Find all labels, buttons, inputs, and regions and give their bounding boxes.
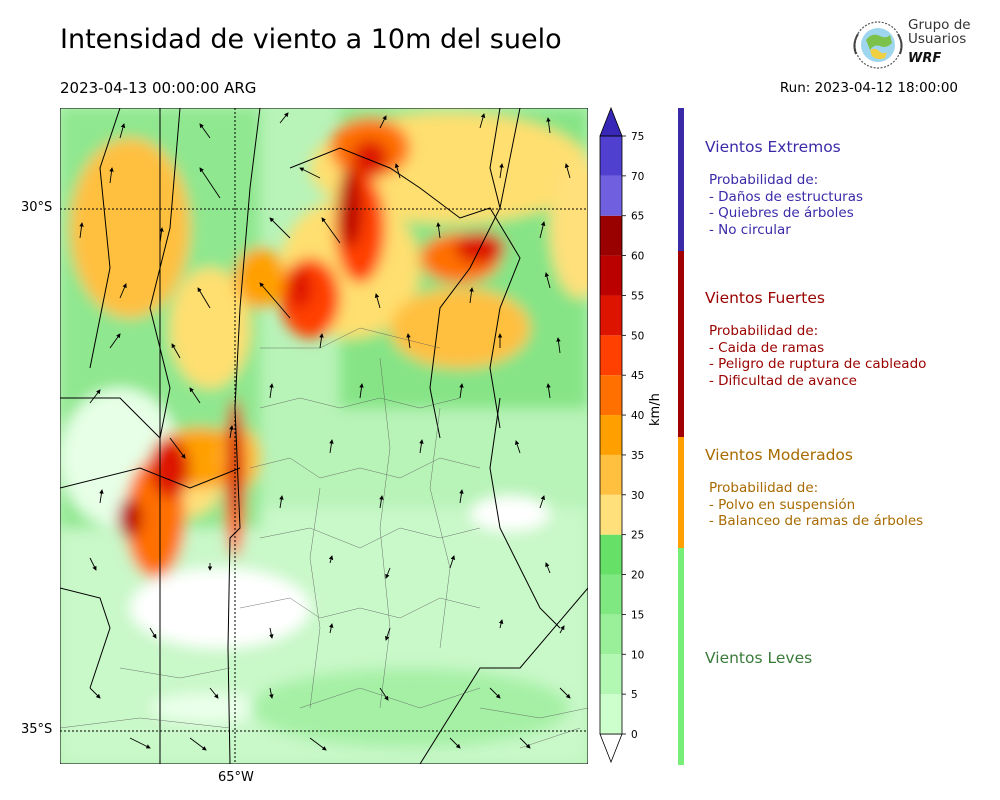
category-description: Probabilidad de: - Daños de estructuras … bbox=[709, 172, 864, 238]
colorbar-segment bbox=[600, 255, 622, 296]
page-title: Intensidad de viento a 10m del suelo bbox=[60, 24, 562, 55]
colorbar-tick-label: 15 bbox=[631, 609, 644, 621]
wrf-logo: Grupo de Usuarios WRF bbox=[848, 18, 973, 74]
category-title: Vientos Leves bbox=[705, 649, 813, 667]
colorbar-tick-label: 55 bbox=[631, 290, 644, 302]
colorbar-tick-label: 60 bbox=[631, 251, 644, 263]
category-title: Vientos Moderados bbox=[705, 446, 853, 464]
colorbar-segment bbox=[600, 694, 622, 734]
category-moderate: Vientos Moderados Probabilidad de: - Pol… bbox=[705, 446, 923, 530]
colorbar-extend-min bbox=[599, 733, 623, 764]
category-bar-strong bbox=[678, 251, 684, 437]
colorbar-segment bbox=[600, 534, 622, 575]
colorbar-extend-max bbox=[599, 106, 623, 137]
colorbar-segment bbox=[600, 175, 622, 216]
colorbar-tick-label: 30 bbox=[631, 490, 644, 502]
colorbar-tick-label: 20 bbox=[631, 570, 644, 582]
wind-map bbox=[60, 108, 588, 764]
lat-label-35s: 35°S bbox=[21, 722, 53, 737]
colorbar-segment bbox=[600, 454, 622, 495]
colorbar-segment bbox=[600, 415, 622, 455]
colorbar-segment bbox=[600, 375, 622, 416]
category-title: Vientos Extremos bbox=[705, 138, 841, 156]
lat-label-30s: 30°S bbox=[21, 200, 53, 215]
colorbar-segment bbox=[600, 295, 622, 336]
valid-time: 2023-04-13 00:00:00 ARG bbox=[60, 79, 257, 97]
colorbar-segment bbox=[600, 574, 622, 615]
logo-line-2: Usuarios bbox=[908, 31, 967, 47]
category-bar-light bbox=[678, 548, 684, 765]
category-bar-moderate bbox=[678, 437, 684, 548]
category-strong: Vientos Fuertes Probabilidad de: - Caida… bbox=[705, 289, 926, 389]
colorbar-tick-label: 25 bbox=[631, 530, 644, 542]
colorbar-segment bbox=[600, 654, 622, 695]
colorbar-segment bbox=[600, 494, 622, 535]
colorbar: 05101520253035404550556065707580 bbox=[599, 106, 644, 764]
colorbar-segment bbox=[600, 614, 622, 655]
colorbar-label: km/h bbox=[648, 393, 663, 426]
colorbar-tick-label: 0 bbox=[631, 729, 638, 741]
colorbar-tick-label: 40 bbox=[631, 410, 644, 422]
department-borders bbox=[60, 327, 588, 749]
graticule bbox=[60, 108, 588, 764]
run-time: Run: 2023-04-12 18:00:00 bbox=[779, 80, 958, 96]
colorbar-segment bbox=[600, 136, 622, 176]
colorbar-tick-label: 75 bbox=[631, 131, 644, 143]
category-description: Probabilidad de: - Polvo en suspensión -… bbox=[709, 480, 924, 529]
colorbar-tick-label: 10 bbox=[631, 649, 644, 661]
category-light: Vientos Leves bbox=[705, 649, 812, 683]
wind-direction-arrows bbox=[79, 112, 571, 751]
colorbar-tick-label: 35 bbox=[631, 450, 644, 462]
colorbar-tick-label: 5 bbox=[631, 689, 638, 701]
colorbar-segment bbox=[600, 335, 622, 376]
colorbar-frame bbox=[599, 135, 623, 735]
globe-seal-icon bbox=[853, 21, 903, 69]
lon-label-65w: 65°W bbox=[218, 770, 254, 785]
category-title: Vientos Fuertes bbox=[705, 289, 825, 307]
category-bar-extreme bbox=[678, 108, 684, 251]
logo-line-1: Grupo de bbox=[908, 17, 971, 33]
colorbar-tick-label: 65 bbox=[631, 211, 644, 223]
category-extreme: Vientos Extremos Probabilidad de: - Daño… bbox=[705, 138, 863, 238]
colorbar-tick-label: 70 bbox=[631, 171, 644, 183]
province-borders bbox=[60, 108, 588, 764]
category-description: Probabilidad de: - Caida de ramas - Peli… bbox=[709, 323, 927, 389]
colorbar-segment bbox=[600, 215, 622, 256]
colorbar-tick-label: 50 bbox=[631, 330, 644, 342]
colorbar-tick-label: 45 bbox=[631, 370, 644, 382]
logo-line-3: WRF bbox=[908, 51, 942, 66]
